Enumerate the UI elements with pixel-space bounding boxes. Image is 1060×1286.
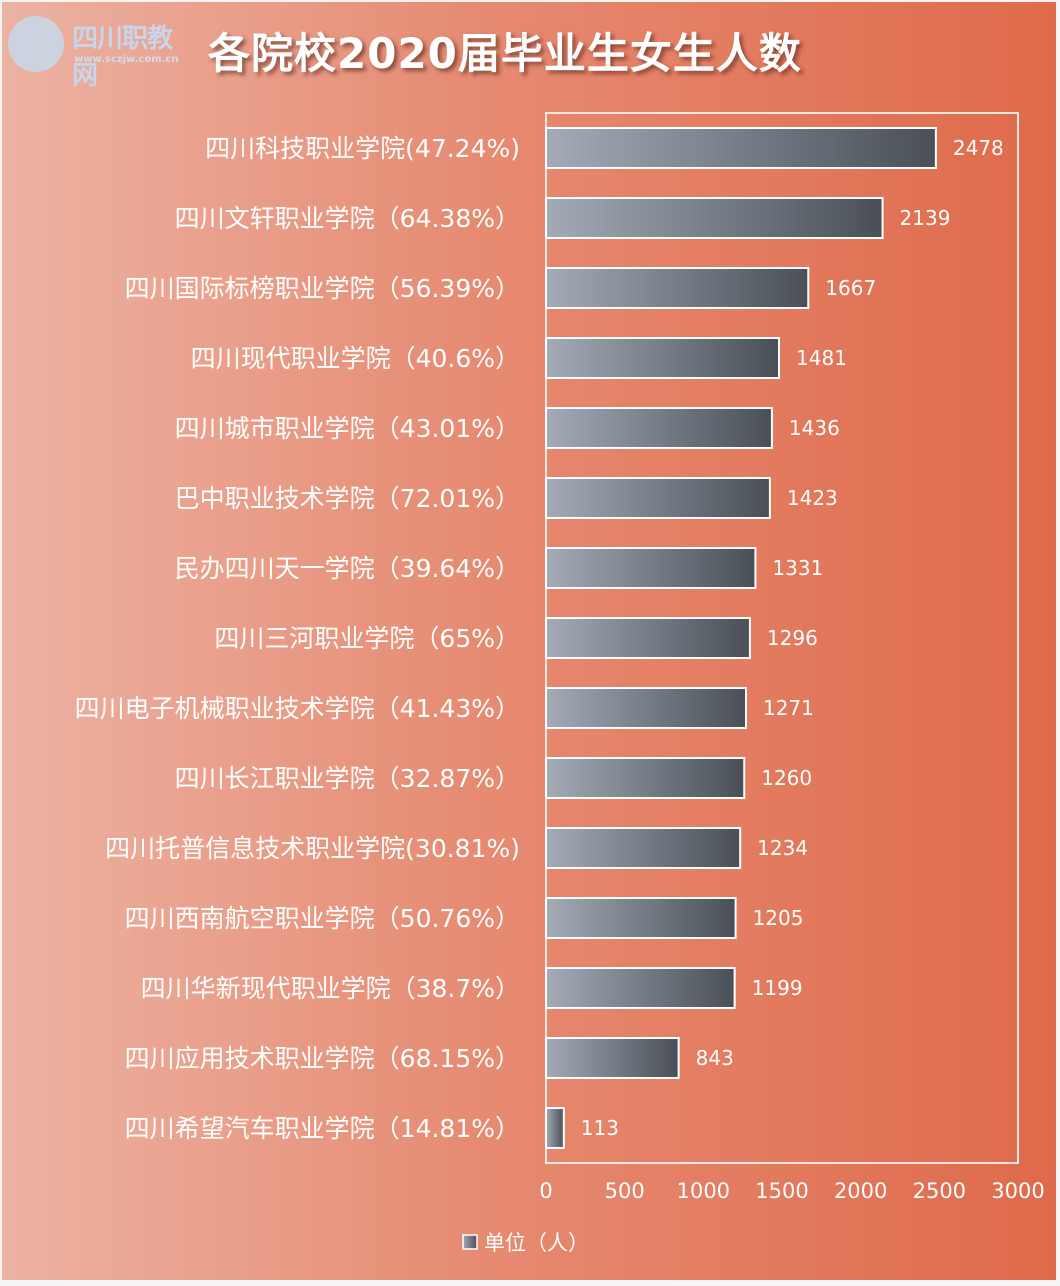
bar (545, 617, 751, 659)
data-label: 1260 (761, 766, 812, 790)
category-label: 四川应用技术职业学院（68.15%） (125, 1044, 520, 1073)
category-label: 四川现代职业学院（40.6%） (191, 344, 520, 373)
bar (545, 407, 773, 449)
data-label: 1481 (796, 346, 847, 370)
x-tick-label: 2500 (913, 1179, 966, 1203)
bar (545, 1107, 565, 1149)
legend-swatch-icon (462, 1234, 478, 1250)
x-tick-label: 3000 (991, 1179, 1044, 1203)
data-label: 2139 (900, 206, 951, 230)
category-label: 四川国际标榜职业学院（56.39%） (125, 274, 520, 303)
data-label: 1271 (763, 696, 814, 720)
data-label: 1199 (752, 976, 803, 1000)
logo-url: www.sczjw.com.cn (74, 54, 179, 65)
x-tick-label: 0 (539, 1179, 552, 1203)
category-label: 四川三河职业学院（65%） (214, 624, 520, 653)
category-label: 四川希望汽车职业学院（14.81%） (125, 1114, 520, 1143)
data-label: 1667 (825, 276, 876, 300)
data-label: 113 (581, 1116, 619, 1140)
bar (545, 1037, 680, 1079)
bar (545, 967, 736, 1009)
x-tick-label: 500 (605, 1179, 645, 1203)
category-label: 四川城市职业学院（43.01%） (175, 414, 520, 443)
logo-emblem-icon (8, 16, 64, 72)
category-label: 四川科技职业学院(47.24%) (205, 134, 520, 163)
legend-label: 单位（人） (484, 1231, 589, 1255)
data-label: 1234 (757, 836, 808, 860)
data-label: 1296 (767, 626, 818, 650)
data-label: 1205 (753, 906, 804, 930)
data-label: 1436 (789, 416, 840, 440)
category-label: 四川长江职业学院（32.87%） (175, 764, 520, 793)
bar (545, 197, 884, 239)
bar (545, 337, 781, 379)
data-label: 1423 (787, 486, 838, 510)
category-label: 民办四川天一学院（39.64%） (175, 554, 520, 583)
x-tick-label: 1500 (755, 1179, 808, 1203)
bar (545, 547, 757, 589)
bar (545, 687, 747, 729)
logo-text: 四川职教网 (72, 24, 173, 91)
category-label: 四川西南航空职业学院（50.76%） (125, 904, 520, 933)
x-tick-label: 1000 (677, 1179, 730, 1203)
category-label: 四川托普信息技术职业学院(30.81%) (105, 834, 520, 863)
data-label: 843 (696, 1046, 734, 1070)
category-label: 四川文轩职业学院（64.38%） (175, 204, 520, 233)
category-label: 四川电子机械职业技术学院（41.43%） (75, 694, 520, 723)
bar (545, 897, 737, 939)
bar (545, 267, 810, 309)
data-label: 2478 (953, 136, 1004, 160)
data-label: 1331 (772, 556, 823, 580)
bar (545, 757, 746, 799)
site-logo: 四川职教网 www.sczjw.com.cn (6, 12, 186, 91)
category-label: 四川华新现代职业学院（38.7%） (141, 974, 520, 1003)
bar (545, 827, 742, 869)
bar (545, 127, 937, 169)
bar (545, 477, 771, 519)
x-tick-label: 2000 (834, 1179, 887, 1203)
chart-title: 各院校2020届毕业生女生人数 (208, 29, 802, 78)
category-label: 巴中职业技术学院（72.01%） (175, 484, 520, 513)
